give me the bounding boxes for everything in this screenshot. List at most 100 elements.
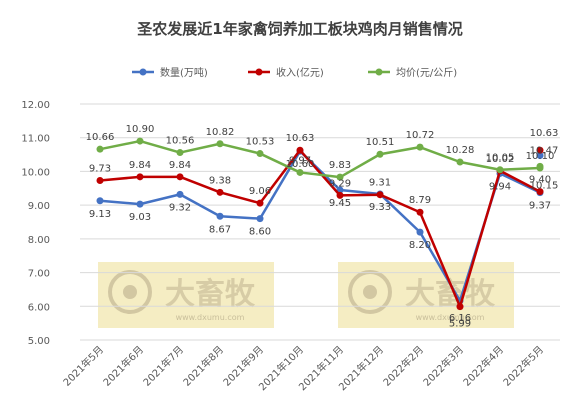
chart-title: 圣农发展近1年家禽饲养加工板块鸡肉月销售情况: [136, 20, 462, 38]
data-point: [176, 149, 184, 157]
y-axis: 5.00 6.00 7.00 8.00 9.00 10.00 11.00 12.00: [21, 100, 50, 347]
data-label: 8.60: [249, 227, 271, 238]
data-point: [296, 168, 304, 176]
data-labels-layer: 9.13 9.03 9.32 8.67 8.60 10.60 9.45 9.33 8.20 6.1…: [86, 124, 559, 330]
x-tick-label: 2022年4月: [460, 343, 506, 389]
data-point: [456, 303, 464, 311]
data-point: [256, 150, 264, 158]
legend-item: 均价(元/公斤): [368, 67, 457, 79]
data-label: 5.99: [449, 319, 471, 330]
data-label: 9.29: [329, 178, 351, 189]
series-line: [99, 148, 541, 308]
x-tick-label: 2022年3月: [420, 343, 466, 389]
data-point: [256, 215, 264, 223]
data-label: 8.79: [409, 195, 431, 206]
watermark-url: www.dxumu.com: [176, 313, 245, 322]
data-label: 9.73: [89, 164, 111, 175]
data-label: 9.32: [169, 202, 191, 213]
data-point: [96, 145, 104, 153]
y-tick-label: 6.00: [28, 302, 50, 313]
x-axis: 2021年5月2021年6月2021年7月2021年8月2021年9月2021年…: [60, 343, 546, 393]
data-label: 9.83: [329, 160, 351, 171]
data-label: 10.82: [206, 127, 235, 138]
y-tick-label: 11.00: [21, 134, 50, 145]
data-label: 9.31: [369, 178, 391, 189]
y-tick-label: 10.00: [21, 167, 50, 178]
x-tick-label: 2021年6月: [100, 343, 146, 389]
legend-item: 数量(万吨): [132, 66, 208, 79]
data-point: [96, 177, 104, 185]
data-label: 9.13: [89, 209, 111, 220]
data-point: [336, 173, 344, 181]
x-tick-label: 2021年7月: [140, 343, 186, 389]
data-label: 10.56: [166, 136, 195, 147]
data-label: 10.90: [126, 124, 155, 135]
legend-swatch-marker: [375, 68, 383, 76]
legend-label: 数量(万吨): [160, 66, 208, 79]
y-tick-label: 9.00: [28, 201, 50, 212]
legend: 数量(万吨) 收入(亿元) 均价(元/公斤): [132, 66, 457, 79]
data-point: [96, 197, 104, 205]
y-tick-label: 8.00: [28, 235, 50, 246]
legend-label: 均价(元/公斤): [396, 67, 457, 79]
data-label: 10.60: [286, 159, 315, 170]
watermark-logo-icon: [108, 270, 152, 314]
data-label: 10.10: [526, 151, 555, 162]
data-point: [336, 191, 344, 199]
legend-item: 收入(亿元): [248, 66, 324, 79]
data-label: 9.06: [249, 186, 271, 197]
data-label: 9.84: [169, 160, 191, 171]
data-label: 9.33: [369, 202, 391, 213]
data-label: 10.05: [486, 153, 515, 164]
data-point: [216, 212, 224, 220]
data-point: [536, 152, 544, 160]
legend-swatch-marker: [255, 68, 263, 76]
y-tick-label: 7.00: [28, 269, 50, 280]
data-point: [536, 188, 544, 196]
x-tick-label: 2022年2月: [380, 343, 426, 389]
x-tick-label: 2021年8月: [180, 343, 226, 389]
y-tick-label: 5.00: [28, 336, 50, 347]
data-point: [136, 137, 144, 145]
data-label: 10.63: [286, 133, 315, 144]
x-tick-label: 2022年5月: [500, 343, 546, 389]
data-label: 10.53: [246, 137, 275, 148]
data-label: 10.15: [530, 180, 559, 191]
x-tick-label: 2021年5月: [60, 343, 106, 389]
data-point: [136, 200, 144, 208]
data-point: [376, 191, 384, 199]
data-point: [256, 199, 264, 207]
data-label: 8.67: [209, 224, 231, 235]
data-point: [416, 143, 424, 151]
legend-swatch-marker: [139, 68, 147, 76]
data-point: [176, 173, 184, 181]
data-label: 10.72: [406, 130, 435, 141]
data-point: [376, 150, 384, 158]
data-label: 8.20: [409, 240, 431, 251]
data-label: 10.47: [530, 146, 559, 157]
data-point: [416, 208, 424, 216]
watermark-logo-icon: [348, 270, 392, 314]
data-label: 9.97: [289, 155, 311, 166]
x-tick-label: 2021年9月: [220, 343, 266, 389]
data-label: 10.28: [446, 145, 475, 156]
data-point: [136, 173, 144, 181]
data-label: 9.40: [529, 175, 551, 186]
data-point: [536, 162, 544, 170]
data-label: 10.63: [530, 128, 559, 139]
data-label: 10.02: [486, 154, 515, 165]
data-label: 9.37: [529, 201, 551, 212]
data-point: [536, 146, 544, 154]
watermark-url: www.dxumu.com: [416, 313, 485, 322]
data-point: [296, 146, 304, 154]
data-point: [456, 158, 464, 166]
data-label: 9.45: [329, 198, 351, 209]
data-label: 9.84: [129, 160, 151, 171]
data-point: [496, 166, 504, 174]
data-label: 9.03: [129, 212, 151, 223]
watermark-logo-dot: [123, 285, 137, 299]
